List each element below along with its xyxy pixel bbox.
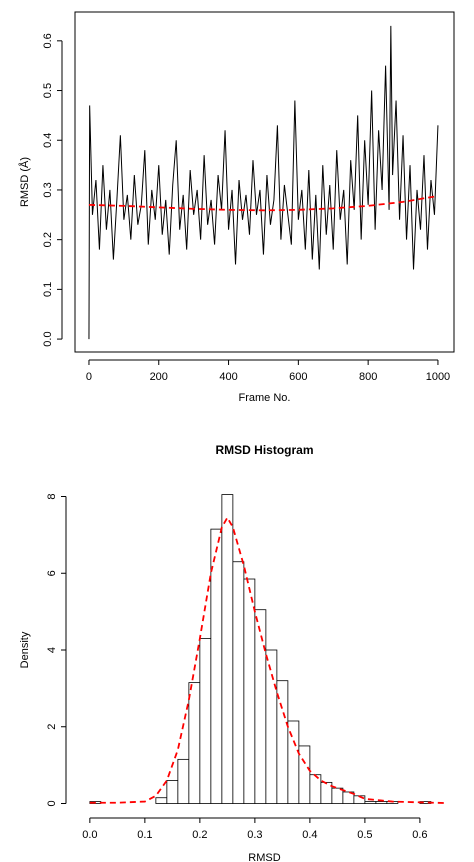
hist-bar xyxy=(320,781,333,804)
x-tick-label: 0.6 xyxy=(412,829,427,841)
hist-bar xyxy=(232,561,245,804)
hist-bar xyxy=(155,797,168,804)
x-tick-label: 800 xyxy=(359,371,377,383)
y-tick-label: 0.5 xyxy=(42,83,54,98)
y-axis-label: RMSD (Å) xyxy=(18,157,31,207)
y-axis-label: Density xyxy=(19,631,31,668)
hist-bar xyxy=(331,787,344,804)
x-tick-label: 600 xyxy=(289,371,307,383)
y-tick-label: 0.0 xyxy=(42,331,54,346)
hist-bar xyxy=(265,649,278,804)
hist-bar xyxy=(210,528,223,804)
x-tick-label: 1000 xyxy=(426,371,450,383)
y-tick-label: 4 xyxy=(46,647,58,653)
x-tick-label: 0 xyxy=(86,371,92,383)
y-tick-label: 8 xyxy=(46,493,58,499)
y-tick-label: 0.6 xyxy=(42,33,54,48)
y-tick-label: 0.1 xyxy=(42,282,54,297)
x-axis-label: RMSD xyxy=(248,852,280,862)
x-tick-label: 0.5 xyxy=(357,829,372,841)
plot-box xyxy=(74,11,455,353)
x-tick-label: 0.1 xyxy=(137,829,152,841)
y-tick-label: 0.2 xyxy=(42,232,54,247)
chart-title: RMSD Histogram xyxy=(215,443,313,457)
hist-bar xyxy=(287,720,300,804)
hist-bar xyxy=(364,801,377,804)
x-tick-label: 0.0 xyxy=(82,829,97,841)
y-tick-label: 0.4 xyxy=(42,133,54,148)
x-tick-label: 0.2 xyxy=(192,829,207,841)
hist-bar xyxy=(188,682,201,804)
x-tick-label: 0.4 xyxy=(302,829,317,841)
series-line xyxy=(88,25,439,340)
series-line xyxy=(88,195,439,212)
y-tick-label: 2 xyxy=(46,724,58,730)
x-tick-label: 400 xyxy=(219,371,237,383)
hist-bar xyxy=(166,780,179,804)
hist-bar xyxy=(375,801,388,804)
x-tick-label: 200 xyxy=(150,371,168,383)
hist-bar xyxy=(177,758,190,804)
x-tick-label: 0.3 xyxy=(247,829,262,841)
hist-bar xyxy=(243,578,256,804)
hist-bar xyxy=(199,638,212,804)
hist-bar xyxy=(309,774,322,804)
series-line xyxy=(89,515,448,804)
y-tick-label: 0 xyxy=(46,800,58,806)
y-tick-label: 6 xyxy=(46,570,58,576)
hist-bar xyxy=(221,494,234,804)
y-tick-label: 0.3 xyxy=(42,182,54,197)
x-axis-label: Frame No. xyxy=(239,392,291,404)
hist-bar xyxy=(254,609,267,804)
